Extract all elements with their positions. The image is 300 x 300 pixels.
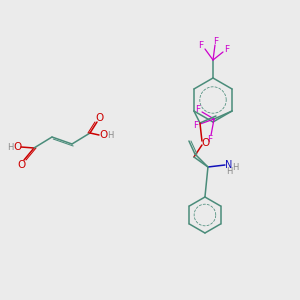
Text: O: O [202, 138, 210, 148]
Text: H: H [7, 142, 13, 152]
Text: F: F [213, 37, 219, 46]
Text: O: O [96, 113, 104, 123]
Text: O: O [99, 130, 107, 140]
Text: F: F [224, 46, 230, 55]
Text: F: F [196, 104, 201, 113]
Text: F: F [194, 122, 199, 130]
Text: H: H [107, 130, 113, 140]
Text: H: H [232, 164, 238, 172]
Text: F: F [198, 40, 204, 50]
Text: O: O [17, 160, 25, 170]
Text: N: N [225, 160, 233, 170]
Text: O: O [14, 142, 22, 152]
Text: F: F [208, 136, 213, 145]
Text: H: H [226, 167, 232, 176]
